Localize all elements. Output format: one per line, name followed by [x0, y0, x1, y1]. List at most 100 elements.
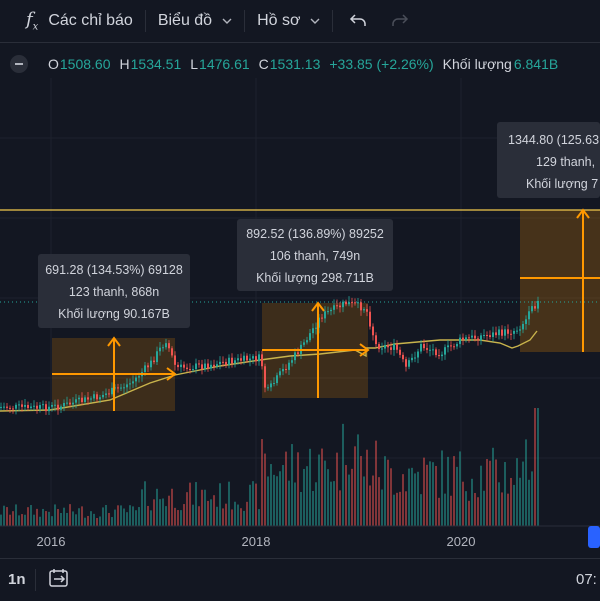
- measure-label-1-line1: 691.28 (134.53%) 69128: [45, 263, 183, 277]
- collapse-icon[interactable]: [10, 55, 28, 73]
- candle-body: [201, 364, 203, 370]
- volume-bar: [3, 505, 5, 526]
- volume-bar: [168, 495, 170, 526]
- candle-body: [216, 364, 218, 367]
- candle-body: [492, 332, 494, 338]
- candle-body: [468, 337, 470, 339]
- volume-bar: [240, 508, 242, 526]
- candle-body: [228, 357, 230, 365]
- measure-label-2-line1: 892.52 (136.89%) 89252: [246, 227, 384, 241]
- volume-bar: [522, 461, 524, 526]
- candlesticks: [0, 296, 539, 415]
- candle-body: [39, 405, 41, 409]
- candle-body: [33, 405, 35, 407]
- high-value: 1534.51: [130, 56, 182, 72]
- volume-bar: [9, 514, 11, 526]
- volume-bar: [378, 477, 380, 526]
- candle-body: [54, 404, 56, 406]
- chart-menu-button[interactable]: Biểu đồ: [150, 0, 240, 42]
- volume-bar: [39, 516, 41, 526]
- volume-bar: [78, 508, 80, 526]
- candle-body: [3, 406, 5, 408]
- candle-body: [315, 327, 317, 329]
- scroll-to-realtime-button[interactable]: [588, 526, 600, 548]
- volume-bar: [486, 459, 488, 526]
- x-tick-label: 2016: [37, 534, 66, 549]
- candle-body: [438, 355, 440, 357]
- volume-bar: [189, 482, 191, 526]
- volume-bar: [45, 511, 47, 526]
- measure-arrows: [52, 208, 600, 411]
- measure-label-2-line2: 106 thanh, 749n: [270, 249, 360, 263]
- candle-body: [225, 361, 227, 365]
- measure-label-3: 1344.80 (125.63 129 thanh, Khối lượng 7: [497, 122, 600, 198]
- volume-bar: [225, 503, 227, 526]
- candle-body: [177, 364, 179, 368]
- candle-body: [351, 302, 353, 304]
- volume-bar: [135, 510, 137, 526]
- indicators-button[interactable]: fx Các chỉ báo: [0, 0, 141, 42]
- volume-bar: [336, 452, 338, 526]
- volume-bar: [339, 490, 341, 526]
- candle-body: [393, 344, 395, 350]
- candle-body: [525, 319, 527, 324]
- volume-bar: [156, 488, 158, 526]
- volume-bar: [342, 423, 344, 526]
- volume-bar: [243, 510, 245, 526]
- volume-bar: [438, 497, 440, 526]
- volume-bar: [453, 456, 455, 526]
- candle-body: [333, 305, 335, 310]
- candle-body: [123, 387, 125, 389]
- undo-icon: [350, 14, 367, 26]
- volume-bar: [120, 505, 122, 526]
- candle-body: [237, 358, 239, 361]
- candle-body: [414, 357, 416, 359]
- candle-body: [441, 354, 443, 357]
- x-axis[interactable]: 201620182020202220242026: [0, 525, 600, 549]
- x-tick-label: 2018: [242, 534, 271, 549]
- volume-bar: [405, 491, 407, 526]
- redo-button[interactable]: [379, 0, 421, 42]
- volume-bar: [273, 474, 275, 526]
- candle-body: [243, 355, 245, 361]
- volume-bar: [162, 498, 164, 526]
- volume-bar: [417, 471, 419, 526]
- volume-bar: [96, 517, 98, 526]
- candle-body: [186, 367, 188, 369]
- candle-body: [192, 369, 194, 371]
- volume-bar: [36, 508, 38, 526]
- candle-body: [210, 364, 212, 369]
- date-range-button[interactable]: [48, 568, 70, 593]
- candle-body: [522, 323, 524, 330]
- volume-bar: [474, 492, 476, 526]
- volume-bar: [330, 481, 332, 526]
- candle-body: [24, 404, 26, 407]
- measure-label-3-line3: Khối lượng 7: [526, 177, 598, 191]
- volume-bar: [396, 492, 398, 526]
- candle-body: [309, 333, 311, 341]
- measure-box-3[interactable]: [520, 210, 600, 352]
- volume-bar: [441, 450, 443, 526]
- candle-body: [72, 402, 74, 405]
- candle-body: [93, 394, 95, 399]
- measure-label-3-line1: 1344.80 (125.63: [508, 133, 599, 147]
- volume-bar: [177, 510, 179, 526]
- candle-body: [12, 408, 14, 410]
- volume-bar: [81, 506, 83, 526]
- candle-body: [222, 361, 224, 363]
- candle-body: [162, 347, 164, 349]
- volume-bar: [480, 465, 482, 526]
- volume-label: Khối lượng: [442, 56, 512, 72]
- volume-bar: [333, 481, 335, 526]
- candle-body: [45, 404, 47, 412]
- interval-button[interactable]: 1n: [8, 571, 26, 588]
- volume-bar: [174, 507, 176, 526]
- calendar-range-icon: [49, 569, 68, 587]
- volume-bar: [72, 511, 74, 526]
- volume-bar: [270, 464, 272, 526]
- candle-body: [303, 342, 305, 345]
- volume-bar: [198, 506, 200, 526]
- profile-menu-button[interactable]: Hồ sơ: [249, 0, 328, 42]
- price-chart[interactable]: 691.28 (134.53%) 69128 123 thanh, 868n K…: [0, 78, 600, 558]
- undo-button[interactable]: [337, 0, 379, 42]
